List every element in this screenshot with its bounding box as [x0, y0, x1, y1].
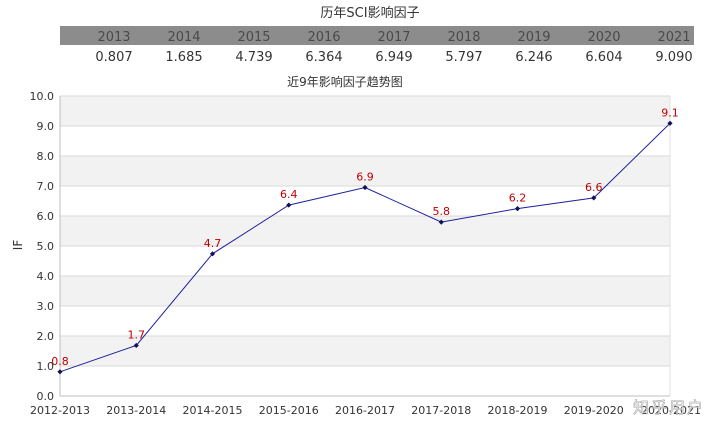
table-value-row: 0.807 1.685 4.739 6.364 6.949 5.797 6.246 6.604…: [95, 50, 692, 65]
table-value-2015: 4.739: [235, 50, 272, 65]
table-year-2019: 2019: [517, 30, 550, 45]
y-tick-label-8: 8.0: [37, 150, 55, 163]
table-year-2015: 2015: [237, 30, 270, 45]
point-2020-2021: [667, 120, 673, 126]
data-label-2013-2014: 1.7: [128, 328, 146, 341]
series-if: [57, 120, 673, 375]
x-tick-label-2: 2014-2015: [183, 404, 243, 417]
table-value-2013: 0.807: [95, 50, 132, 65]
x-tick-label-7: 2019-2020: [564, 404, 624, 417]
table-value-2017: 6.949: [375, 50, 412, 65]
y-tick-label-0: 0.0: [37, 390, 55, 403]
table-year-2018: 2018: [447, 30, 480, 45]
gridlines: [59, 95, 671, 397]
y-tick-label-1: 1.0: [37, 360, 55, 373]
data-label-2014-2015: 4.7: [204, 237, 222, 250]
y-axis-ticks: 0.0 1.0 2.0 3.0 4.0 5.0 6.0 7.0 8.0 9.0 10.0: [30, 90, 55, 403]
point-2016-2017: [362, 184, 368, 191]
x-tick-label-3: 2015-2016: [259, 404, 319, 417]
band-1: [60, 336, 670, 366]
watermark-text: 知乎用户: [633, 398, 705, 417]
band-4: [60, 246, 670, 276]
band-6: [60, 186, 670, 216]
table-year-2016: 2016: [307, 30, 340, 45]
table-value-2014: 1.685: [165, 50, 202, 65]
table-value-2021: 9.090: [655, 50, 692, 65]
x-tick-label-1: 2013-2014: [106, 404, 166, 417]
data-labels: 0.8 1.7 4.7 6.4 6.9 5.8 6.2 6.6 9.1: [51, 106, 679, 367]
table-year-2014: 2014: [167, 30, 200, 45]
y-tick-label-10: 10.0: [30, 90, 55, 103]
band-9: [60, 96, 670, 126]
table-year-2017: 2017: [377, 30, 410, 45]
data-label-2020-2021: 9.1: [661, 106, 679, 119]
data-label-2019-2020: 6.6: [585, 181, 603, 194]
band-8: [60, 126, 670, 156]
table-year-2021: 2021: [657, 30, 690, 45]
x-tick-label-4: 2016-2017: [335, 404, 395, 417]
table-value-2019: 6.246: [515, 50, 552, 65]
point-2019-2020: [591, 195, 597, 201]
y-axis-label: IF: [11, 240, 25, 251]
data-label-2016-2017: 6.9: [356, 171, 374, 184]
x-tick-label-5: 2017-2018: [411, 404, 471, 417]
table-value-2016: 6.364: [305, 50, 342, 65]
data-label-2018-2019: 6.2: [509, 192, 527, 205]
y-tick-label-3: 3.0: [37, 300, 55, 313]
x-tick-label-8: 2020-2021: [641, 404, 701, 417]
y-tick-label-5: 5.0: [37, 240, 55, 253]
table-value-2018: 5.797: [445, 50, 482, 65]
table-header-band: [60, 26, 694, 45]
band-2: [60, 306, 670, 336]
band-0: [60, 366, 670, 396]
y-tick-label-4: 4.0: [37, 270, 55, 283]
table-year-2020: 2020: [587, 30, 620, 45]
point-2014-2015: [209, 251, 216, 257]
x-tick-label-6: 2018-2019: [488, 404, 548, 417]
y-tick-label-6: 6.0: [37, 210, 55, 223]
band-3: [60, 276, 670, 306]
point-2013-2014: [133, 342, 139, 349]
x-tick-label-0: 2012-2013: [30, 404, 90, 417]
band-7: [60, 156, 670, 186]
point-2015-2016: [286, 202, 292, 208]
point-2017-2018: [438, 219, 444, 225]
table-value-2020: 6.604: [585, 50, 622, 65]
y-tick-label-2: 2.0: [37, 330, 55, 343]
data-label-2017-2018: 5.8: [433, 205, 451, 218]
table-year-2013: 2013: [97, 30, 130, 45]
point-2012-2013: [57, 369, 63, 375]
chart-title: 近9年影响因子趋势图: [287, 74, 403, 89]
data-label-2012-2013: 0.8: [51, 355, 69, 368]
y-tick-label-7: 7.0: [37, 180, 55, 193]
band-5: [60, 216, 670, 246]
data-label-2015-2016: 6.4: [280, 188, 298, 201]
y-tick-label-9: 9.0: [37, 120, 55, 133]
point-2018-2019: [514, 206, 521, 212]
plot-background-bands: [60, 96, 670, 396]
table-title: 历年SCI影响因子: [320, 5, 419, 21]
table-header-row: 2013 2014 2015 2016 2017 2018 2019 2020 2021: [97, 30, 690, 45]
x-axis-ticks: 2012-2013 2013-2014 2014-2015 2015-2016 2016…: [30, 404, 701, 417]
